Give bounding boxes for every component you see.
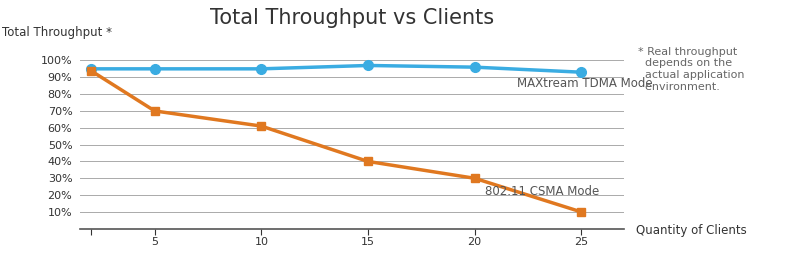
Text: Total Throughput *: Total Throughput * (2, 26, 111, 39)
Text: * Real throughput
  depends on the
  actual application
  environment.: * Real throughput depends on the actual … (638, 47, 744, 92)
Text: Total Throughput vs Clients: Total Throughput vs Clients (210, 8, 494, 28)
Text: 802.11 CSMA Mode: 802.11 CSMA Mode (486, 185, 599, 198)
Text: Quantity of Clients: Quantity of Clients (636, 224, 746, 237)
Text: MAXtream TDMA Mode: MAXtream TDMA Mode (518, 77, 653, 90)
